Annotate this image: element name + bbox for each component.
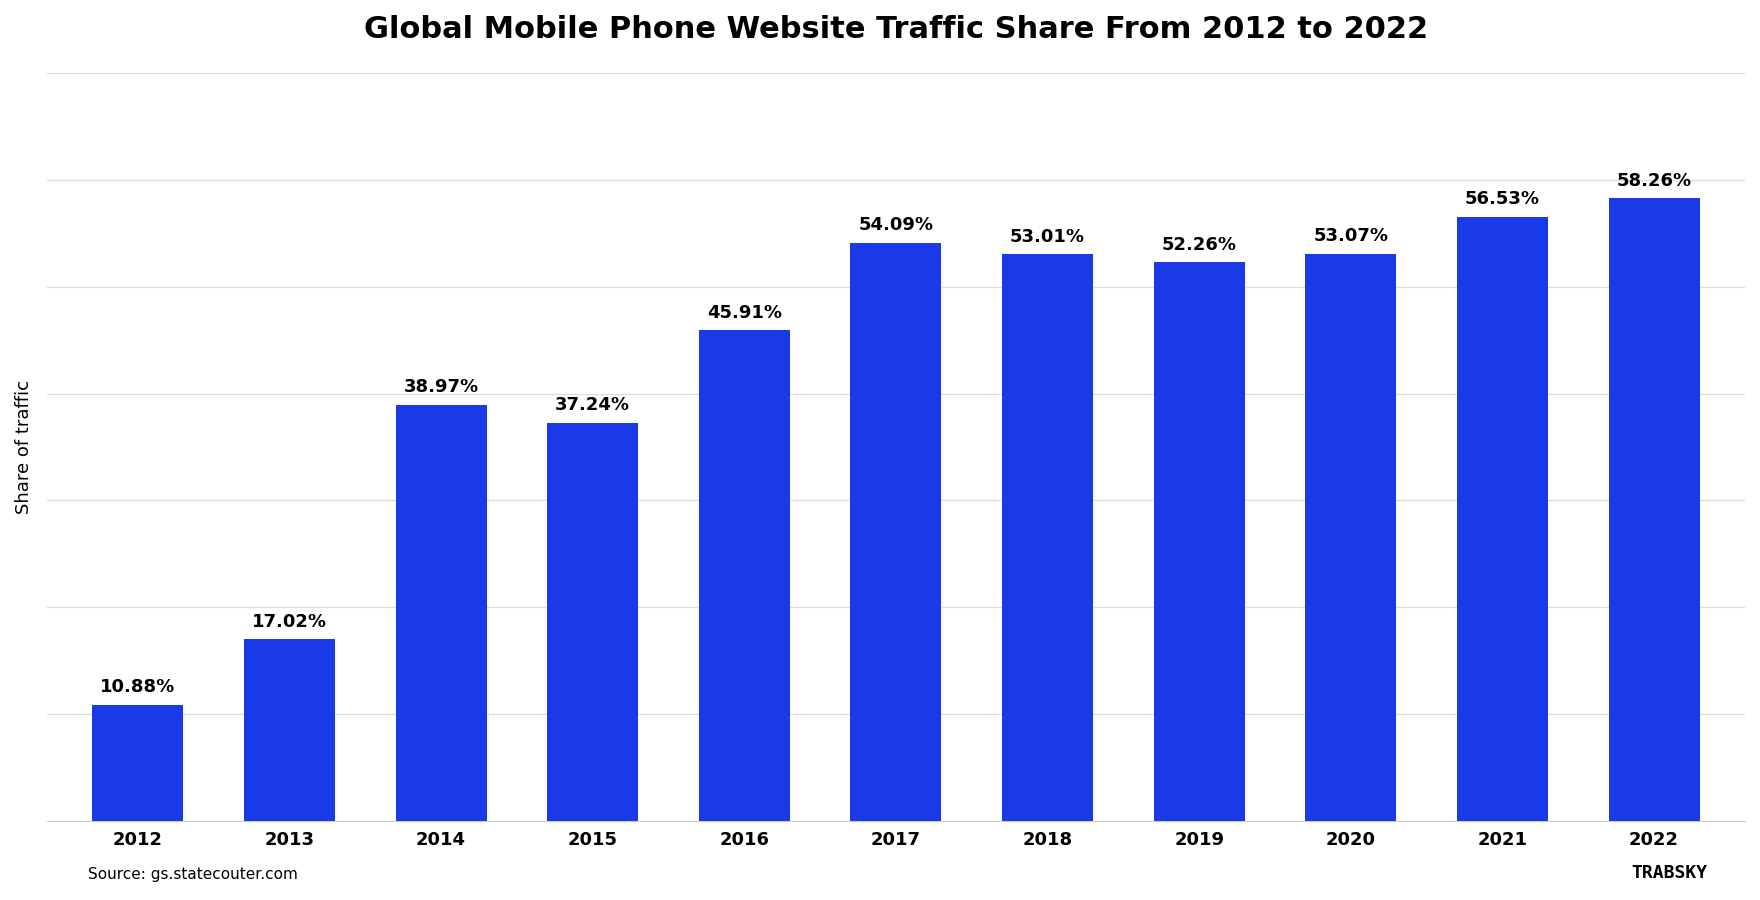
Bar <box>1457 217 1547 822</box>
Title: Global Mobile Phone Website Traffic Share From 2012 to 2022: Global Mobile Phone Website Traffic Shar… <box>364 15 1427 44</box>
Bar <box>1306 254 1396 822</box>
Bar <box>547 423 639 822</box>
Text: 37.24%: 37.24% <box>554 397 630 415</box>
Text: 53.07%: 53.07% <box>1313 227 1389 245</box>
Text: 52.26%: 52.26% <box>1162 236 1237 254</box>
Text: 54.09%: 54.09% <box>859 216 933 234</box>
Text: TRABSKY: TRABSKY <box>1632 864 1707 882</box>
Y-axis label: Share of traffic: Share of traffic <box>16 380 33 514</box>
Text: 58.26%: 58.26% <box>1616 172 1691 190</box>
Bar <box>699 330 790 822</box>
Text: 56.53%: 56.53% <box>1464 190 1540 208</box>
Bar <box>850 243 942 822</box>
Bar <box>1609 198 1700 822</box>
Bar <box>245 639 334 822</box>
Bar <box>1155 263 1244 822</box>
Text: 38.97%: 38.97% <box>403 378 479 396</box>
Text: 45.91%: 45.91% <box>708 304 781 322</box>
Bar <box>396 404 486 822</box>
Text: 53.01%: 53.01% <box>1010 228 1086 246</box>
Text: Source: gs.statecouter.com: Source: gs.statecouter.com <box>88 867 297 882</box>
Text: 17.02%: 17.02% <box>252 613 327 631</box>
Bar <box>92 705 183 822</box>
Bar <box>1001 255 1093 822</box>
Text: 10.88%: 10.88% <box>100 679 176 697</box>
